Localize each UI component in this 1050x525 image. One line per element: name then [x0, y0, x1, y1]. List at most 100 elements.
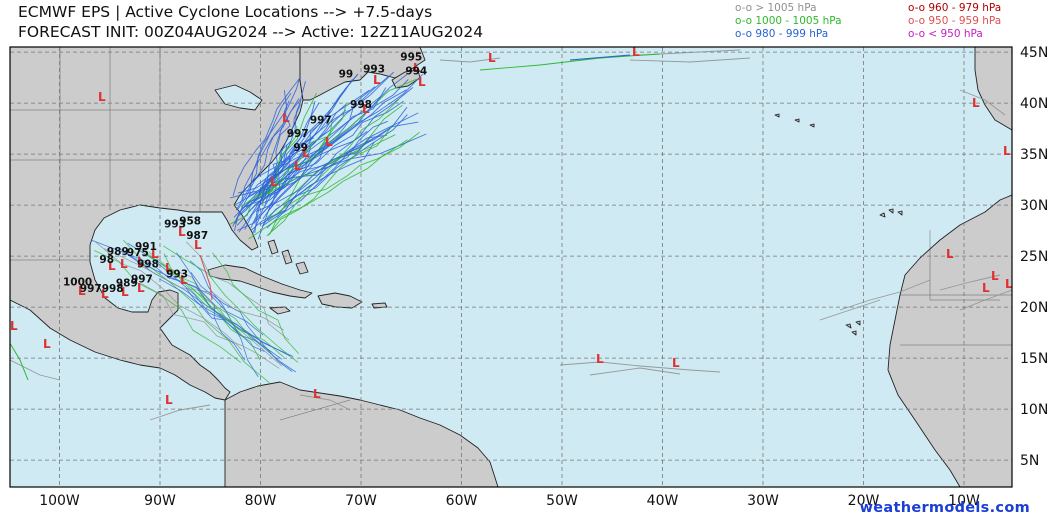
low-pressure-marker: L [413, 61, 421, 75]
pressure-label: 998 [350, 99, 372, 111]
low-pressure-marker: L [672, 356, 680, 370]
cuba-island [207, 264, 313, 299]
longitude-label: 50W [546, 493, 578, 509]
low-pressure-marker: L [294, 159, 302, 173]
latitude-label: 20N [1020, 300, 1048, 316]
latitude-label: 35N [1020, 147, 1048, 163]
low-pressure-marker: L [1005, 277, 1013, 291]
low-pressure-marker: L [108, 259, 116, 273]
longitude-label: 90W [144, 493, 176, 509]
title-line-1: ECMWF EPS | Active Cyclone Locations -->… [18, 3, 433, 21]
pressure-label: 958 [179, 215, 201, 227]
pressure-label: 998 [621, 37, 643, 49]
pressure-label: 987 [186, 230, 208, 242]
title-block: ECMWF EPS | Active Cyclone Locations -->… [18, 2, 483, 42]
low-pressure-marker: L [1003, 144, 1011, 158]
pressure-label: 995 [400, 51, 422, 63]
legend-item-980-999: o-o 980 - 999 hPa [735, 28, 829, 40]
title-line-2: FORECAST INIT: 00Z04AUG2024 --> Active: … [18, 23, 484, 41]
latitude-label: 5N [1020, 453, 1039, 469]
latitude-label: 40N [1020, 96, 1048, 112]
cyclone-tracks [10, 49, 1012, 421]
political-borders [10, 47, 1012, 421]
maritimes-land [299, 47, 426, 101]
canary-islands [879, 208, 903, 218]
latitude-labels: 45N 40N 35N 30N 25N 20N 15N 10N 5N [1020, 45, 1048, 469]
legend-item-950-959: o-o 950 - 959 hPa [908, 15, 1002, 27]
low-pressure-marker: L [375, 36, 383, 50]
pressure-label: 991 [135, 241, 157, 253]
cape-verde-islands [845, 320, 861, 336]
longitude-label: 20W [848, 493, 880, 509]
low-pressure-marker: L [98, 90, 106, 104]
pressure-label: 989 [116, 278, 138, 290]
pressure-labels: 9989989939959949999899799799958993987991… [63, 37, 643, 295]
latitude-label: 25N [1020, 249, 1048, 265]
low-pressure-marker: L [946, 247, 954, 261]
low-pressure-marker: L [151, 247, 159, 261]
low-pressure-marker: L [325, 135, 333, 149]
low-pressure-marker: L [596, 352, 604, 366]
map-frame [9, 46, 1013, 488]
hispaniola-island [317, 292, 363, 309]
low-pressure-marker: L [165, 261, 173, 275]
low-pressure-marker: L [270, 175, 278, 189]
low-pressure-marker: L [120, 257, 128, 271]
latitude-label: 10N [1020, 402, 1048, 418]
pressure-label: 997 [310, 115, 332, 127]
legend-item-960-979: o-o 960 - 979 hPa [908, 2, 1002, 14]
pressure-label: 997998 [80, 283, 124, 295]
low-pressure-marker: L [137, 281, 145, 295]
pressure-label: 975 [127, 247, 149, 259]
longitude-label: 100W [39, 493, 80, 509]
low-pressure-marker: L [982, 281, 990, 295]
low-pressure-marker: L [632, 45, 640, 59]
pressure-label: 993 [166, 269, 188, 281]
legend-item-lt950: o-o < 950 hPa [908, 28, 983, 40]
pressure-label: 99 [339, 69, 354, 81]
legend-right: o-o 960 - 979 hPa o-o 950 - 959 hPa o-o … [908, 2, 1001, 41]
low-pressure-marker: L [78, 284, 86, 298]
low-pressure-marker: L [488, 51, 496, 65]
low-pressure-marker: L [282, 111, 290, 125]
pressure-label: 98 [99, 254, 114, 266]
lat-lon-grid [10, 47, 1012, 487]
low-pressure-marker: L [302, 146, 310, 160]
south-america-land [224, 381, 499, 487]
low-pressure-marker: L [313, 387, 321, 401]
longitude-label: 10W [948, 493, 980, 509]
legend-item-1000-1005: o-o 1000 - 1005 hPa [735, 15, 842, 27]
low-pressure-marker: L [362, 102, 370, 116]
latitude-label: 45N [1020, 45, 1048, 61]
great-lakes [214, 84, 263, 111]
pressure-label: 993 [164, 219, 186, 231]
low-pressure-marker: L [194, 238, 202, 252]
pressure-label: 989 [107, 246, 129, 258]
pressure-label: 99 [293, 142, 308, 154]
pressure-label: 998 [137, 258, 159, 270]
longitude-labels: 100W 90W 80W 70W 60W 50W 40W 30W 20W 10W [39, 493, 980, 509]
low-pressure-marker: L [121, 285, 129, 299]
bahamas-islands [267, 239, 309, 275]
low-pressure-marker: L [137, 255, 145, 269]
low-pressure-marker: L [991, 269, 999, 283]
longitude-label: 60W [446, 493, 478, 509]
low-pressure-marker: L [373, 73, 381, 87]
longitude-label: 30W [747, 493, 779, 509]
longitude-label: 40W [647, 493, 679, 509]
azores-islands [774, 113, 815, 128]
low-pressure-marker: L [101, 287, 109, 301]
weathermodels-logo: weathermodels.com [859, 500, 1030, 516]
pressure-label: 997 [131, 274, 153, 286]
low-pressure-marker: L [972, 96, 980, 110]
latitude-label: 15N [1020, 351, 1048, 367]
low-pressure-marker: L [10, 319, 18, 333]
longitude-label: 80W [245, 493, 277, 509]
pressure-label: 1000 [63, 277, 92, 289]
pressure-label: 997 [287, 128, 309, 140]
low-pressure-marker: L [165, 393, 173, 407]
pressure-label: 994 [405, 66, 427, 78]
longitude-label: 70W [345, 493, 377, 509]
africa-land [887, 47, 1012, 487]
